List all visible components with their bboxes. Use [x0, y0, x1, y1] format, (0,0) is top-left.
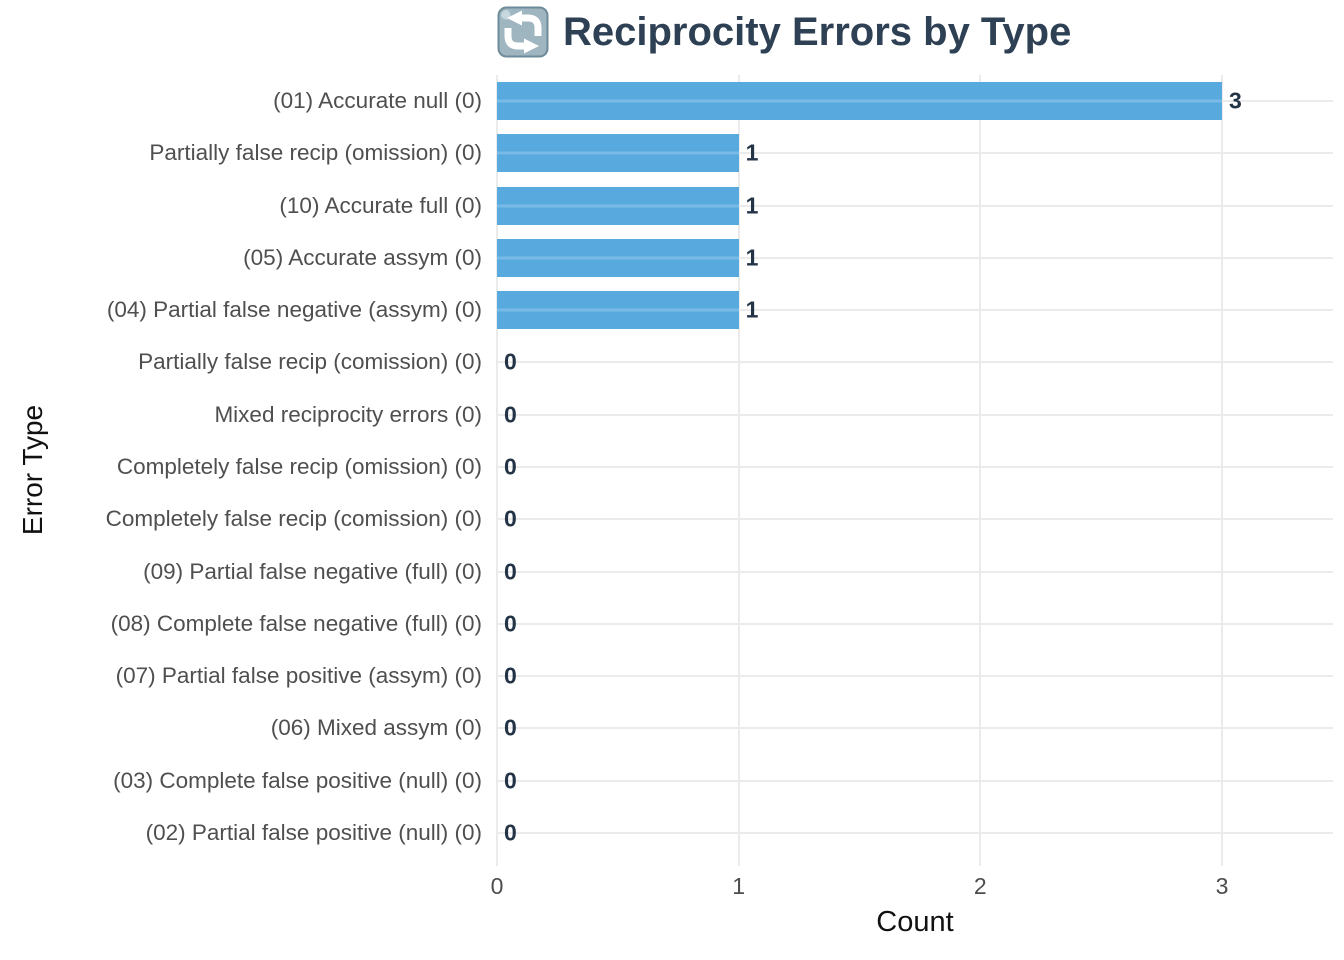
- horizontal-gridline: [497, 309, 1333, 312]
- value-label: 0: [504, 610, 517, 637]
- horizontal-gridline: [497, 727, 1333, 730]
- category-label: (09) Partial false negative (full) (0): [143, 558, 482, 584]
- category-label: (04) Partial false negative (assym) (0): [106, 297, 482, 323]
- category-label: Partially false recip (omission) (0): [149, 140, 482, 166]
- bar: [497, 238, 739, 277]
- value-label: 0: [504, 714, 517, 741]
- category-label: (02) Partial false positive (null) (0): [145, 819, 482, 845]
- horizontal-gridline: [497, 256, 1333, 259]
- category-axis: (01) Accurate null (0) Partially false re…: [0, 75, 482, 859]
- category-label: Completely false recip (omission) (0): [116, 453, 482, 479]
- x-axis: 0 1 2 3: [491, 859, 1333, 904]
- value-label: 1: [745, 244, 759, 271]
- value-label: 0: [504, 401, 517, 428]
- x-tick-label: 1: [732, 873, 746, 899]
- cycle-arrows-icon: [497, 6, 549, 58]
- horizontal-gridline: [497, 204, 1333, 207]
- vertical-gridline: [979, 75, 982, 866]
- horizontal-gridline: [497, 570, 1333, 573]
- bar: [497, 186, 739, 225]
- horizontal-gridline: [497, 779, 1333, 782]
- category-label: (06) Mixed assym (0): [270, 715, 482, 741]
- horizontal-gridline: [497, 466, 1333, 468]
- category-label: Completely false recip (comission) (0): [105, 506, 482, 532]
- horizontal-gridline: [497, 152, 1333, 155]
- value-label: 1: [745, 139, 759, 166]
- value-label: 3: [1229, 87, 1242, 114]
- category-label: Partially false recip (comission) (0): [138, 349, 482, 375]
- value-label: 0: [504, 767, 517, 794]
- category-label: (10) Accurate full (0): [279, 192, 482, 218]
- value-label: 1: [745, 192, 759, 219]
- value-label: 0: [504, 505, 517, 532]
- vertical-gridline: [1221, 75, 1223, 866]
- value-label: 0: [504, 819, 517, 846]
- horizontal-gridline: [497, 361, 1333, 364]
- x-tick-label: 0: [490, 873, 504, 899]
- value-label: 0: [504, 348, 517, 375]
- horizontal-gridline: [497, 413, 1333, 416]
- category-label: Mixed reciprocity errors (0): [214, 401, 482, 427]
- value-label: 0: [504, 558, 517, 585]
- category-label: (01) Accurate null (0): [273, 88, 482, 114]
- value-label: 1: [745, 296, 759, 323]
- category-label: (03) Complete false positive (null) (0): [113, 767, 482, 793]
- plot-panel: 3 1 1 1 1 0 0 0 0 0 0 0 0 0 0: [496, 75, 1333, 866]
- category-label: (07) Partial false positive (assym) (0): [115, 663, 482, 689]
- value-label: 0: [504, 662, 517, 689]
- vertical-gridline: [737, 75, 740, 866]
- value-label: 0: [504, 453, 517, 480]
- page-title: Reciprocity Errors by Type: [563, 9, 1072, 54]
- bar: [497, 291, 739, 330]
- category-label: (05) Accurate assym (0): [243, 244, 482, 270]
- horizontal-gridline: [497, 518, 1333, 521]
- bar: [497, 134, 739, 173]
- horizontal-gridline: [497, 675, 1333, 678]
- x-axis-title: Count: [876, 906, 954, 938]
- x-tick-label: 3: [1215, 873, 1229, 899]
- category-label: (08) Complete false negative (full) (0): [110, 610, 482, 636]
- bar: [497, 82, 1222, 121]
- horizontal-gridline: [497, 831, 1333, 834]
- horizontal-gridline: [497, 622, 1333, 625]
- chart-title-row: Reciprocity Errors by Type: [497, 6, 1071, 58]
- vertical-gridline: [496, 75, 498, 866]
- x-tick-label: 2: [973, 873, 987, 899]
